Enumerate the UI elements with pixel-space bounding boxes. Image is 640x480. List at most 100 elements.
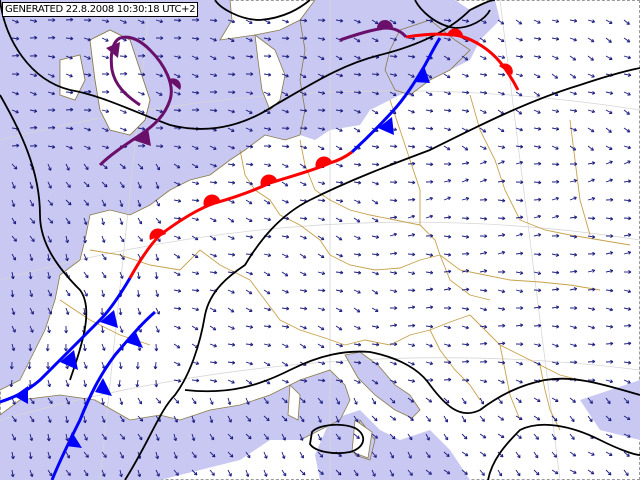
occluded-front-triangle bbox=[106, 42, 120, 58]
wind-arrow-head bbox=[447, 196, 451, 201]
wind-arrow bbox=[29, 217, 35, 224]
wind-arrow bbox=[551, 37, 559, 40]
wind-arrow-head bbox=[339, 343, 343, 348]
wind-arrow-head bbox=[481, 418, 485, 422]
wind-arrow bbox=[407, 163, 416, 165]
wind-arrow bbox=[605, 251, 613, 255]
wind-arrow-head bbox=[592, 251, 596, 256]
wind-arrow bbox=[389, 55, 398, 58]
wind-arrow-head bbox=[591, 109, 596, 114]
wind-arrow bbox=[101, 19, 109, 23]
wind-arrow bbox=[191, 325, 199, 331]
wind-arrow-head bbox=[266, 200, 271, 205]
wind-arrow-head bbox=[448, 108, 452, 113]
wind-arrow bbox=[497, 199, 506, 202]
wind-arrow bbox=[227, 55, 235, 59]
wind-arrow-head bbox=[537, 110, 541, 114]
wind-arrow-head bbox=[555, 36, 560, 41]
wind-arrow bbox=[137, 397, 142, 405]
wind-arrow-head bbox=[285, 73, 289, 78]
wind-arrow bbox=[65, 451, 70, 459]
wind-arrow bbox=[119, 55, 128, 58]
wind-arrow-head bbox=[356, 219, 361, 223]
wind-arrow-head bbox=[135, 366, 140, 370]
wind-arrow bbox=[281, 379, 289, 384]
wind-arrow-head bbox=[83, 419, 87, 424]
wind-arrow-head bbox=[465, 234, 470, 239]
wind-arrow-head bbox=[135, 384, 140, 388]
wind-arrow bbox=[317, 289, 326, 292]
wind-arrow-head bbox=[322, 198, 326, 203]
wind-arrow-head bbox=[411, 19, 415, 24]
wind-arrow-head bbox=[358, 270, 362, 275]
wind-arrow-head bbox=[572, 75, 577, 79]
warm-front-semicircle bbox=[447, 28, 464, 37]
wind-arrow-head bbox=[48, 293, 52, 297]
isobar-arctic-right bbox=[414, 0, 491, 29]
wind-arrow bbox=[101, 361, 105, 369]
wind-arrow-head bbox=[136, 294, 141, 298]
isobar-west-coast bbox=[0, 94, 88, 381]
wind-arrow bbox=[29, 253, 33, 261]
wind-arrow-head bbox=[176, 165, 181, 169]
wind-arrow bbox=[263, 343, 271, 347]
wind-arrow bbox=[425, 109, 433, 112]
wind-arrow bbox=[101, 109, 109, 113]
wind-arrow bbox=[587, 469, 595, 475]
wind-arrow bbox=[461, 288, 470, 291]
wind-arrow bbox=[281, 397, 288, 404]
wind-arrow bbox=[605, 217, 613, 220]
wind-arrow-head bbox=[304, 36, 308, 41]
wind-arrow bbox=[551, 73, 558, 79]
wind-arrow-head bbox=[339, 128, 343, 132]
cold-front-triangle bbox=[378, 117, 394, 135]
wind-arrow-head bbox=[592, 342, 596, 347]
wind-arrow bbox=[551, 325, 559, 328]
wind-arrow bbox=[317, 55, 325, 60]
wind-arrow-head bbox=[157, 238, 161, 243]
wind-arrow-head bbox=[445, 399, 450, 404]
wind-arrow-head bbox=[430, 162, 434, 167]
wind-arrow bbox=[11, 469, 14, 477]
wind-arrow-head bbox=[410, 417, 414, 421]
wind-arrow-head bbox=[102, 274, 107, 279]
wind-arrow-head bbox=[411, 233, 416, 237]
wind-arrow bbox=[371, 73, 380, 76]
wind-arrow-head bbox=[231, 290, 235, 294]
wind-arrow-head bbox=[33, 19, 38, 23]
wind-arrow bbox=[281, 109, 289, 113]
cold-front-triangle bbox=[14, 386, 28, 404]
wind-arrow bbox=[101, 37, 109, 42]
wind-arrow bbox=[335, 469, 342, 476]
wind-arrow-head bbox=[465, 109, 470, 113]
wind-arrow bbox=[587, 307, 595, 311]
wind-arrow-head bbox=[119, 401, 124, 406]
wind-arrow-head bbox=[285, 379, 289, 384]
wind-arrow-head bbox=[28, 456, 33, 460]
wind-arrow bbox=[479, 145, 487, 150]
wind-arrow-head bbox=[230, 309, 235, 313]
wind-arrow-head bbox=[101, 293, 106, 298]
wind-arrow bbox=[299, 289, 307, 292]
wind-arrow bbox=[263, 73, 271, 76]
wind-arrow-head bbox=[212, 237, 217, 241]
wind-arrow-head bbox=[231, 38, 235, 42]
wind-arrow-head bbox=[249, 308, 253, 312]
wind-arrow bbox=[299, 19, 307, 22]
wind-arrow-head bbox=[483, 324, 488, 329]
wind-arrow bbox=[479, 37, 486, 43]
wind-arrow-head bbox=[573, 127, 577, 132]
wind-arrow-head bbox=[30, 203, 34, 207]
wind-arrow bbox=[299, 469, 306, 476]
wind-arrow-head bbox=[610, 288, 614, 293]
wind-arrow-head bbox=[175, 472, 179, 476]
wind-arrow-head bbox=[214, 270, 218, 275]
wind-arrow-head bbox=[193, 400, 197, 405]
wind-arrow-head bbox=[177, 198, 182, 203]
wind-arrow bbox=[497, 145, 505, 149]
wind-arrow-head bbox=[122, 165, 126, 169]
wind-arrow bbox=[299, 397, 306, 403]
wind-arrow bbox=[497, 342, 506, 345]
wind-arrow bbox=[335, 397, 340, 405]
wind-arrow bbox=[119, 127, 127, 132]
